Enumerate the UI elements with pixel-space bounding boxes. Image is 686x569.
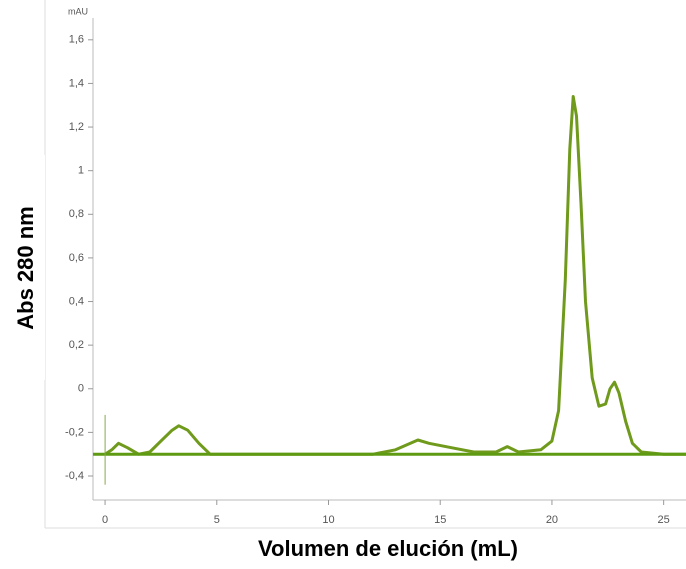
- y-unit: mAU: [68, 6, 88, 16]
- y-tick-label: 1: [78, 165, 84, 177]
- y-axis-title: Abs 280 nm: [13, 206, 38, 330]
- x-tick-label: 0: [102, 514, 108, 526]
- x-tick-label: 5: [214, 514, 220, 526]
- label-box: [0, 155, 45, 380]
- y-tick-label: -0,4: [65, 470, 84, 482]
- y-tick-label: 0,2: [69, 339, 84, 351]
- y-tick-label: 0: [78, 383, 84, 395]
- x-tick-label: 15: [434, 514, 446, 526]
- y-tick-label: 1,6: [69, 34, 84, 46]
- y-tick-label: 0,8: [69, 208, 84, 220]
- trace: [104, 95, 686, 456]
- y-tick-label: -0,2: [65, 426, 84, 438]
- x-axis-title: Volumen de elución (mL): [258, 536, 518, 561]
- y-tick-label: 1,2: [69, 121, 84, 133]
- y-tick-label: 0,6: [69, 252, 84, 264]
- y-tick-label: 1,4: [69, 77, 84, 89]
- x-tick-label: 10: [322, 514, 334, 526]
- x-tick-label: 20: [546, 514, 558, 526]
- y-tick-label: 0,4: [69, 295, 84, 307]
- x-tick-label: 25: [658, 514, 670, 526]
